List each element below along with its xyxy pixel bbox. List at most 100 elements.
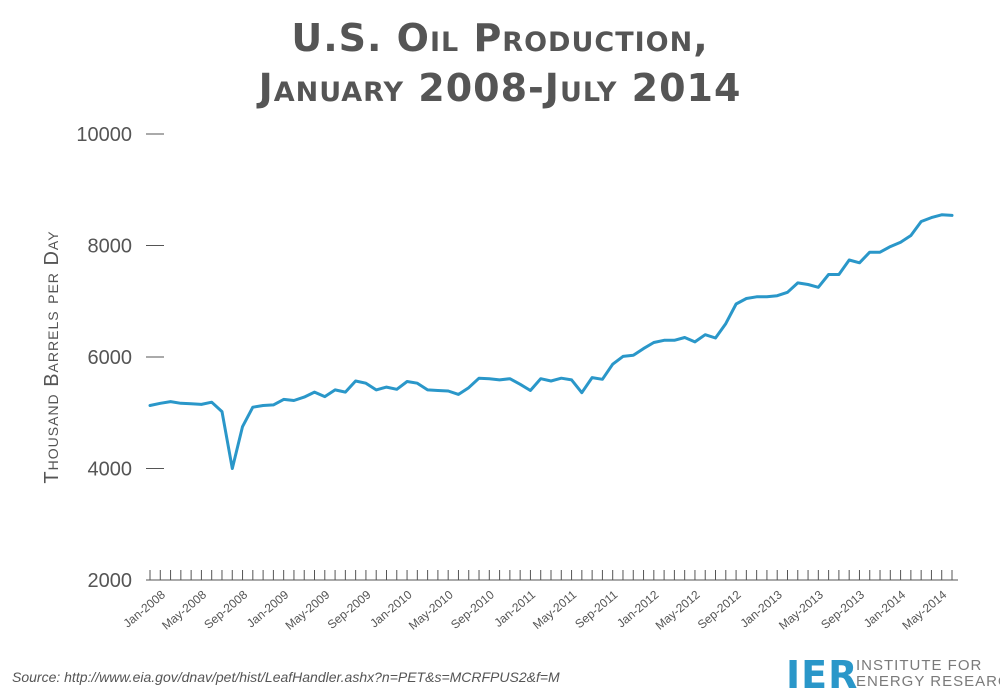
data-point bbox=[508, 377, 512, 380]
x-tick-label: May-2011 bbox=[530, 587, 579, 632]
data-point bbox=[683, 336, 686, 339]
data-point bbox=[940, 213, 943, 217]
data-point bbox=[673, 339, 676, 342]
data-point bbox=[724, 322, 727, 325]
data-point bbox=[704, 333, 707, 336]
data-point bbox=[498, 378, 501, 382]
data-point bbox=[282, 398, 285, 401]
data-point bbox=[303, 395, 306, 399]
data-point bbox=[148, 404, 152, 407]
x-tick-label: May-2010 bbox=[406, 587, 456, 632]
data-point bbox=[899, 240, 902, 244]
data-point bbox=[560, 376, 563, 380]
data-point bbox=[868, 250, 871, 254]
data-point bbox=[909, 234, 913, 237]
x-tick-label: Sep-2013 bbox=[818, 587, 867, 631]
x-tick-label: Sep-2012 bbox=[695, 587, 744, 631]
data-point bbox=[611, 363, 614, 366]
data-point bbox=[385, 385, 388, 389]
data-point bbox=[837, 273, 841, 276]
data-point bbox=[806, 283, 810, 286]
data-point bbox=[457, 393, 460, 396]
data-point bbox=[847, 258, 851, 262]
data-point bbox=[159, 402, 162, 405]
x-tick-label: Sep-2009 bbox=[325, 587, 374, 631]
data-point bbox=[601, 378, 604, 381]
data-point bbox=[416, 382, 419, 385]
data-point bbox=[796, 281, 799, 285]
x-tick-label: Sep-2008 bbox=[201, 587, 250, 631]
data-point bbox=[313, 390, 316, 394]
data-point bbox=[570, 378, 573, 382]
data-point bbox=[930, 216, 933, 219]
data-point bbox=[323, 395, 326, 398]
logo-mark: IER bbox=[786, 653, 859, 697]
data-point bbox=[621, 355, 625, 358]
data-point bbox=[642, 347, 645, 350]
y-tick-label: 4000 bbox=[88, 459, 133, 481]
data-point bbox=[364, 382, 368, 385]
logo-line-1: INSTITUTE FOR bbox=[856, 657, 983, 674]
data-point bbox=[405, 380, 409, 383]
data-point bbox=[878, 250, 882, 254]
data-point bbox=[333, 388, 337, 392]
data-point bbox=[251, 405, 255, 409]
data-point bbox=[231, 467, 234, 470]
y-tick-label: 2000 bbox=[88, 570, 133, 592]
data-point bbox=[354, 379, 357, 383]
x-tick-label: May-2012 bbox=[653, 587, 703, 632]
logo-line-2: ENERGY RESEARCH bbox=[856, 673, 1000, 690]
data-point bbox=[632, 354, 635, 357]
data-point bbox=[858, 261, 861, 264]
data-point bbox=[200, 403, 203, 406]
x-tick-label: Sep-2010 bbox=[448, 587, 497, 631]
data-point bbox=[272, 403, 275, 407]
data-point bbox=[292, 399, 296, 402]
data-point bbox=[467, 386, 470, 389]
logo-text: INSTITUTE FOR ENERGY RESEARCH bbox=[856, 658, 1000, 690]
data-point bbox=[817, 286, 820, 289]
data-point bbox=[179, 402, 183, 405]
data-point bbox=[755, 295, 758, 298]
y-axis-label: Thousand Barrels per Day bbox=[41, 230, 63, 483]
data-point bbox=[220, 410, 224, 413]
data-point bbox=[395, 388, 398, 391]
data-point bbox=[426, 388, 429, 392]
data-point bbox=[776, 294, 779, 297]
data-point bbox=[693, 340, 697, 344]
x-tick-label: May-2009 bbox=[283, 587, 333, 632]
data-point bbox=[950, 214, 954, 217]
data-point bbox=[436, 389, 440, 392]
x-tick-label: May-2008 bbox=[159, 587, 209, 632]
data-point bbox=[210, 400, 213, 404]
y-tick-label: 6000 bbox=[88, 347, 133, 369]
data-point bbox=[590, 376, 594, 379]
data-point bbox=[827, 273, 830, 276]
x-tick-label: Sep-2011 bbox=[572, 587, 620, 631]
chart-subtitle: January 2008-July 2014 bbox=[258, 66, 742, 110]
data-point bbox=[786, 291, 789, 294]
data-point bbox=[241, 425, 244, 428]
data-point bbox=[529, 389, 532, 392]
data-point bbox=[919, 220, 923, 223]
y-tick-label: 10000 bbox=[76, 124, 132, 146]
y-tick-label: 8000 bbox=[88, 236, 133, 258]
x-tick-label: May-2014 bbox=[899, 587, 949, 632]
data-point bbox=[549, 379, 553, 383]
data-point bbox=[477, 376, 481, 380]
data-point bbox=[734, 302, 738, 306]
data-point bbox=[765, 295, 769, 298]
data-point bbox=[714, 336, 717, 340]
data-point bbox=[261, 404, 265, 407]
data-point bbox=[580, 391, 584, 394]
data-point bbox=[518, 383, 522, 386]
data-point bbox=[662, 339, 666, 342]
data-point bbox=[652, 341, 656, 344]
data-point bbox=[745, 297, 748, 300]
data-point bbox=[375, 388, 378, 392]
data-point bbox=[539, 377, 542, 380]
data-point bbox=[889, 245, 892, 248]
data-point bbox=[344, 390, 347, 394]
source-note: Source: http://www.eia.gov/dnav/pet/hist… bbox=[12, 669, 560, 685]
data-point bbox=[446, 389, 450, 393]
